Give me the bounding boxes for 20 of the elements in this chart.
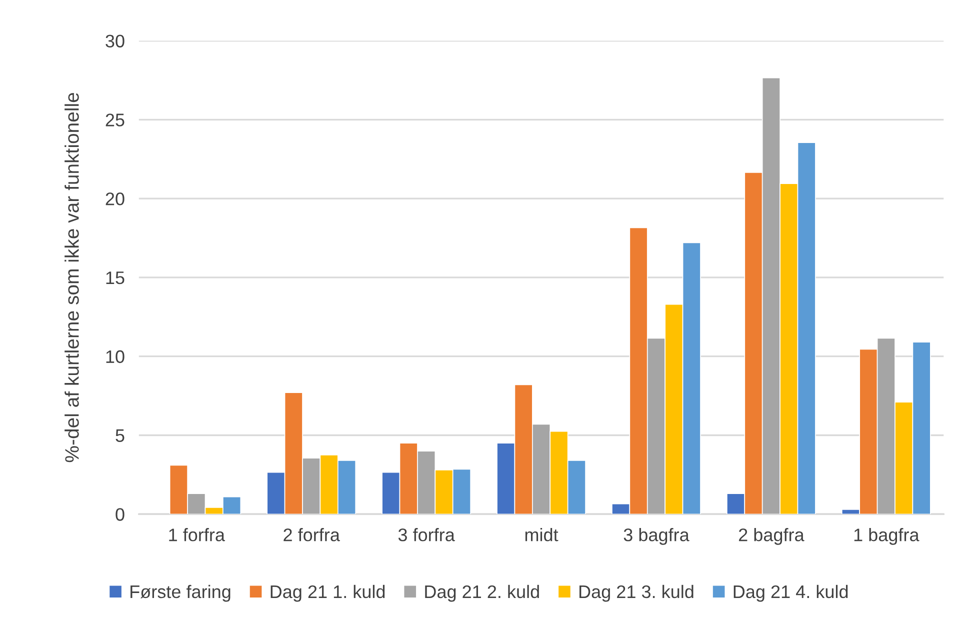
x-tick-label: 1 forfra [169,528,225,542]
y-tick-label: 30 [106,34,124,48]
y-tick-label: 10 [106,350,124,364]
legend-label: Dag 21 1. kuld [270,584,385,602]
legend-label: Dag 21 4. kuld [734,584,848,602]
legend-label: Dag 21 3. kuld [579,584,694,602]
y-tick-label: 20 [106,192,124,206]
legend-label: Første faring [130,584,230,602]
x-tick-label: 3 bagfra [624,528,690,545]
y-axis-title: %-del af kurtlerne som ikke var funktionelle [64,92,79,462]
x-tick-label: midt [525,528,558,542]
x-tick-label: 2 forfra [284,528,340,542]
legend-label: Dag 21 2. kuld [425,584,539,602]
y-tick-label: 0 [116,508,124,521]
x-tick-label: 2 bagfra [738,528,804,545]
y-tick-label: 25 [106,114,124,126]
x-tick-label: 3 forfra [398,528,455,542]
y-tick-label: 5 [116,429,124,442]
x-tick-label: 1 bagfra [854,528,920,545]
y-tick-label: 15 [106,272,124,284]
